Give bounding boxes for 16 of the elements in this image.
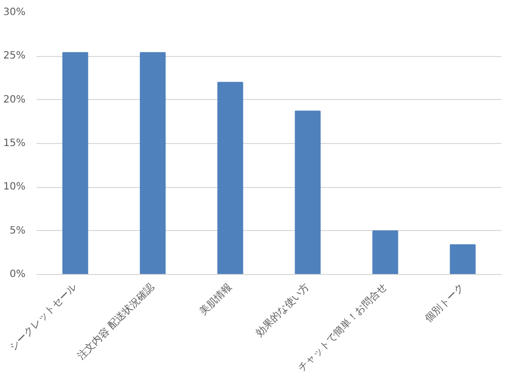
y-tick-label: 30%	[3, 7, 26, 18]
y-tick-label: 25%	[3, 50, 26, 62]
bar	[62, 52, 88, 274]
x-tick-label: 美肌情報	[197, 280, 234, 318]
x-tick-label: 効果的な使い方	[254, 280, 312, 339]
bar	[140, 52, 166, 274]
x-tick-label: 個別トーク	[424, 282, 467, 325]
y-tick-label: 15%	[3, 138, 26, 149]
y-tick-label: 20%	[3, 94, 26, 106]
bar	[450, 244, 476, 274]
y-tick-label: 0%	[10, 269, 26, 280]
bar	[372, 230, 398, 274]
bar	[217, 82, 244, 274]
y-tick-label: 10%	[3, 182, 26, 193]
y-tick-label: 5%	[10, 225, 26, 236]
bar	[294, 110, 321, 274]
